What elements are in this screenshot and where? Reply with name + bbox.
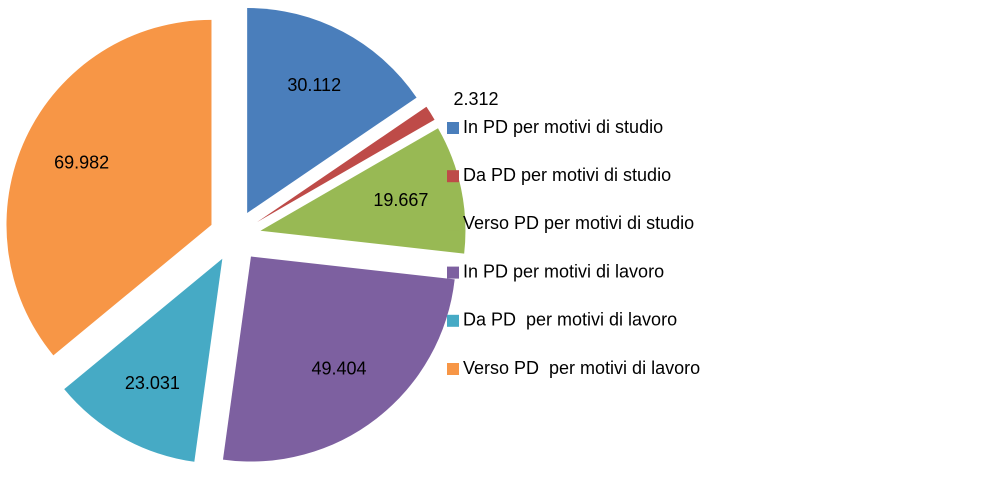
data-label: 23.031 [125,373,180,393]
data-label: 30.112 [287,75,341,95]
pie-slice [260,128,466,254]
legend-label: Verso PD per motivi di lavoro [463,358,700,378]
legend-label: Da PD per motivi di lavoro [463,310,677,330]
legend-swatch [447,363,459,375]
pie-slice [247,8,417,214]
pie-slice [222,256,455,462]
data-label: 69.982 [54,152,109,172]
legend-label: Da PD per motivi di studio [463,165,671,185]
data-label: 19.667 [373,190,428,210]
data-label: 49.404 [312,359,367,379]
legend-swatch [447,266,459,279]
data-label: 2.312 [453,89,498,109]
legend-swatch [447,218,459,231]
pie-slice [64,258,223,462]
legend-swatch [447,314,459,327]
legend-label: In PD per motivi di studio [463,117,663,137]
legend-swatch [447,170,459,183]
legend-label: Verso PD per motivi di studio [463,213,694,233]
pie-slice [6,19,212,356]
legend-swatch [447,122,459,134]
pie-slice [257,106,435,223]
legend-label: In PD per motivi di lavoro [463,261,664,281]
